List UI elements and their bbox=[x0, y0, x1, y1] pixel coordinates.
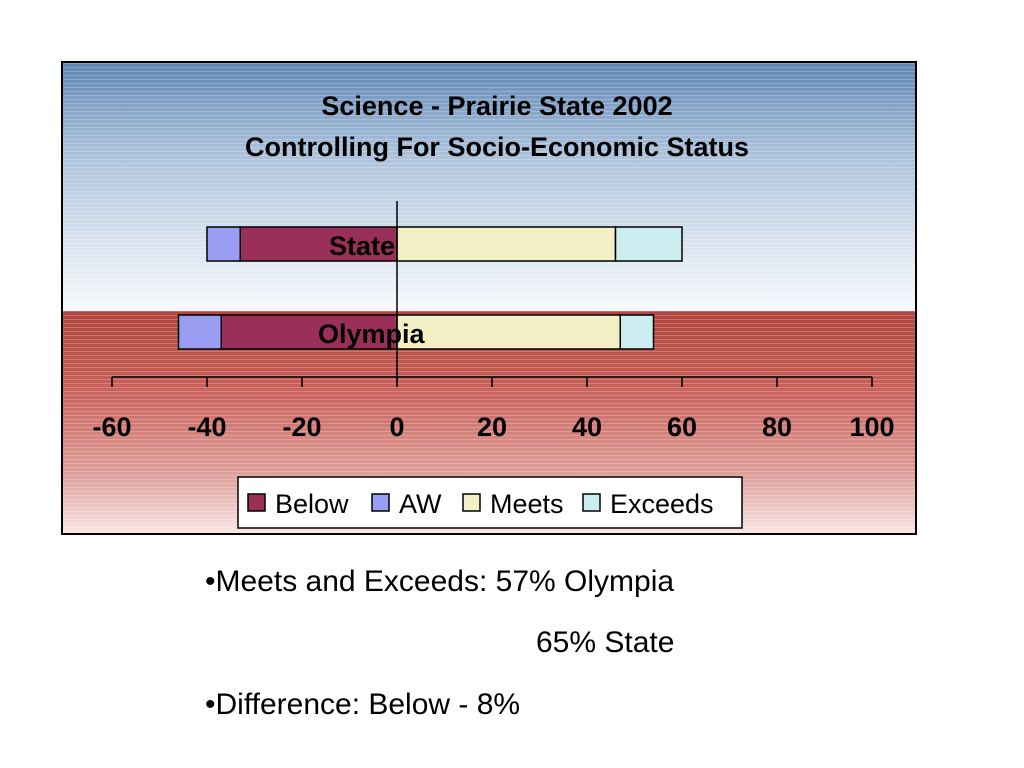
x-axis: -60 -40 -20 0 20 40 60 80 100 bbox=[92, 376, 895, 442]
category-label-state: State bbox=[329, 231, 395, 261]
bar-olympia-meets bbox=[396, 314, 621, 350]
bar-state-aw bbox=[206, 226, 241, 262]
category-label-olympia: Olympia bbox=[318, 319, 426, 349]
legend-swatch-aw bbox=[371, 493, 390, 512]
x-tick-label: 80 bbox=[762, 412, 792, 442]
background-texture bbox=[63, 63, 915, 533]
legend-label-below: Below bbox=[275, 489, 349, 519]
bar-state-meets bbox=[396, 226, 617, 262]
legend-box bbox=[237, 476, 743, 529]
bar-olympia-exceeds bbox=[619, 314, 655, 350]
note-state-percent: 65% State bbox=[536, 626, 675, 659]
legend-label-meets: Meets bbox=[490, 489, 564, 519]
bar-state-exceeds bbox=[614, 226, 683, 262]
bar-olympia-below bbox=[220, 314, 398, 350]
category-labels: State Olympia bbox=[318, 231, 426, 349]
bar-olympia-aw bbox=[177, 314, 222, 350]
legend-swatch-below bbox=[247, 493, 266, 512]
note-difference: •Difference: Below - 8% bbox=[205, 688, 521, 721]
note-meets-exceeds: •Meets and Exceeds: 57% Olympia bbox=[205, 565, 675, 598]
chart-title-line-1: Science - Prairie State 2002 bbox=[321, 91, 672, 121]
x-tick-label: 100 bbox=[849, 412, 894, 442]
chart-title-line-2: Controlling For Socio-Economic Status bbox=[245, 132, 749, 162]
x-tick-label: 0 bbox=[389, 412, 404, 442]
legend-label-aw: AW bbox=[399, 489, 442, 519]
x-tick-label: -20 bbox=[282, 412, 321, 442]
legend-swatch-meets bbox=[462, 493, 481, 512]
x-tick-label: 40 bbox=[572, 412, 602, 442]
x-tick-label: 60 bbox=[667, 412, 697, 442]
legend-swatch-exceeds bbox=[582, 493, 601, 512]
chart-frame: Science - Prairie State 2002 Controlling… bbox=[61, 61, 917, 535]
legend: Below AW Meets Exceeds bbox=[237, 476, 743, 529]
legend-label-exceeds: Exceeds bbox=[610, 489, 714, 519]
x-tick-label: 20 bbox=[477, 412, 507, 442]
chart-svg: Science - Prairie State 2002 Controlling… bbox=[63, 63, 915, 533]
x-tick-label: -40 bbox=[187, 412, 226, 442]
x-tick-label: -60 bbox=[92, 412, 131, 442]
